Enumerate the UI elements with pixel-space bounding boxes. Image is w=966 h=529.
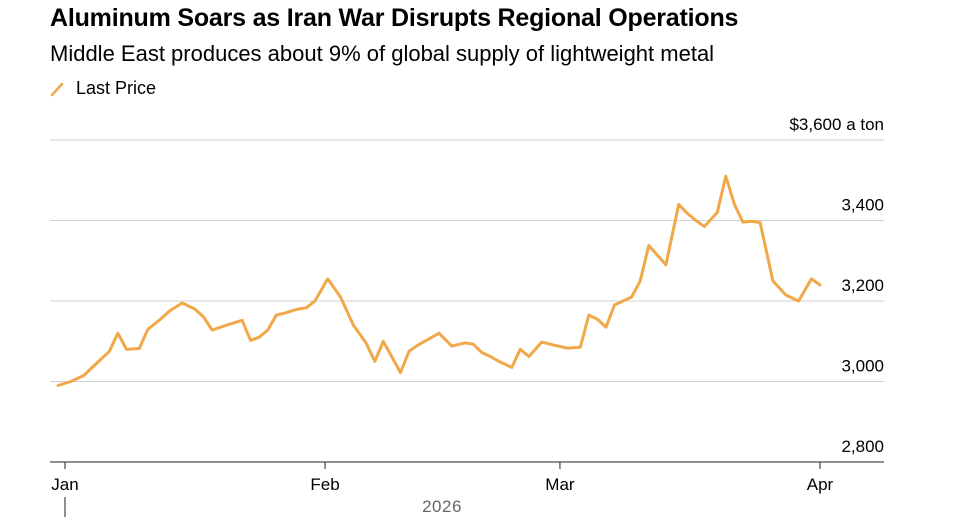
x-tick-label: Mar — [545, 475, 575, 494]
x-tick-label: Feb — [310, 475, 339, 494]
y-unit-label: $3,600 a ton — [789, 115, 884, 134]
x-tick-label: Jan — [51, 475, 78, 494]
y-tick-label: 3,200 — [841, 276, 884, 295]
x-tick-label: Apr — [807, 475, 834, 494]
legend: Last Price — [50, 78, 156, 99]
y-tick-label: 3,000 — [841, 357, 884, 376]
y-tick-label: 2,800 — [841, 437, 884, 456]
series-line-last-price — [56, 174, 822, 387]
legend-label: Last Price — [76, 78, 157, 98]
chart-title: Aluminum Soars as Iran War Disrupts Regi… — [50, 4, 739, 32]
y-tick-label: 3,400 — [841, 196, 884, 215]
chart-subtitle: Middle East produces about 9% of global … — [50, 41, 715, 66]
year-label: 2026 — [422, 497, 462, 516]
legend-line-icon — [50, 82, 64, 96]
